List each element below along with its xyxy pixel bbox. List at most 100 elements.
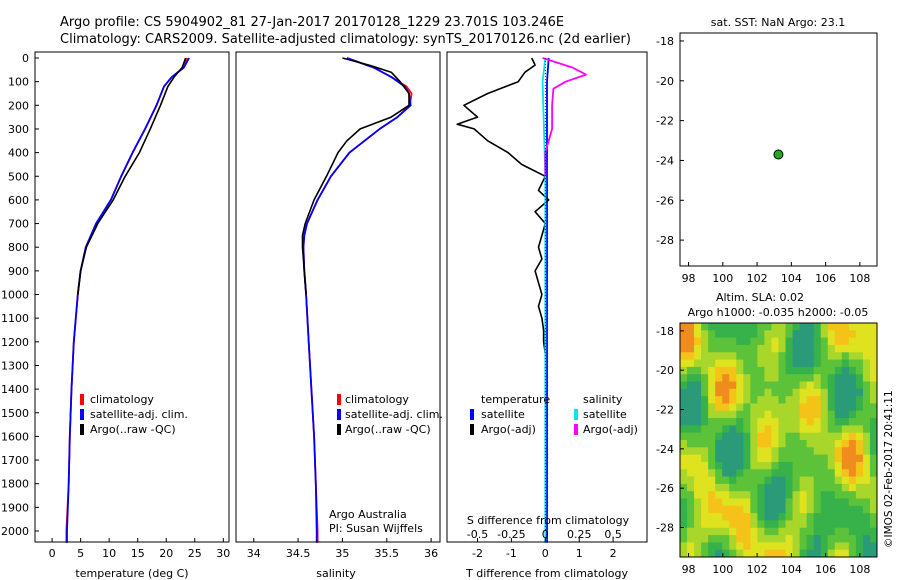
- heatmap-cell: [750, 461, 758, 470]
- heatmap-cell: [827, 374, 836, 382]
- heatmap-cell: [834, 323, 843, 331]
- heatmap-cell: [820, 447, 829, 456]
- heatmap-cell: [841, 366, 850, 375]
- heatmap-cell: [757, 476, 765, 485]
- heatmap-cell: [785, 513, 793, 521]
- heatmap-cell: [785, 432, 793, 441]
- x-tick-label: 35: [335, 547, 349, 560]
- heatmap-cell: [771, 476, 779, 485]
- heatmap-cell: [680, 418, 688, 426]
- heatmap-cell: [680, 498, 688, 507]
- heatmap-cell: [757, 440, 765, 448]
- legend-swatch-argo: [80, 424, 84, 435]
- heatmap-cell: [799, 476, 808, 485]
- heatmap-cell: [722, 549, 730, 558]
- salinity-axes-frame: [235, 51, 441, 543]
- map-y-tick-label: -22: [656, 115, 674, 128]
- heatmap-cell: [694, 344, 702, 353]
- heatmap-cell: [785, 374, 793, 382]
- heatmap-cell: [820, 330, 829, 339]
- heatmap-cell: [855, 469, 864, 477]
- heatmap-cell: [764, 461, 772, 470]
- pi-label: PI: Susan Wijffels: [329, 522, 423, 535]
- series-line-t-argo-adj: [456, 57, 550, 354]
- heatmap-cell: [687, 520, 695, 529]
- heatmap-cell: [715, 381, 723, 390]
- y-tick-label: 400: [8, 147, 29, 160]
- heatmap-cell: [820, 374, 829, 382]
- heatmap-cell: [841, 549, 850, 558]
- heatmap-cell: [750, 396, 758, 404]
- heatmap-cell: [785, 366, 793, 375]
- legend-swatch-satellite: [337, 409, 341, 420]
- heatmap-cell: [855, 396, 864, 404]
- heatmap-cell: [750, 418, 758, 426]
- heatmap-cell: [841, 469, 850, 477]
- heatmap-cell: [848, 374, 857, 382]
- heatmap-cell: [778, 491, 786, 499]
- heatmap-cell: [792, 432, 801, 441]
- heatmap-cell: [743, 447, 751, 456]
- heatmap-cell: [778, 323, 786, 331]
- heatmap-cell: [848, 323, 857, 331]
- heatmap-cell: [848, 418, 857, 426]
- heatmap-cell: [834, 388, 843, 397]
- heatmap-cell: [848, 440, 857, 448]
- heatmap-cell: [764, 344, 772, 353]
- heatmap-cell: [813, 476, 822, 485]
- heatmap-cell: [764, 381, 772, 390]
- legend-swatch-climatology: [80, 394, 84, 405]
- heatmap-cell: [799, 535, 808, 543]
- heatmap-cell: [757, 483, 765, 492]
- legend-swatch-satellite: [80, 409, 84, 420]
- heatmap-cell: [792, 505, 801, 514]
- heatmap-cell: [729, 374, 737, 382]
- heatmap-cell: [813, 418, 822, 426]
- s-tick-label: 0.5: [604, 528, 622, 541]
- s-tick-label: -0.5: [467, 528, 488, 541]
- heatmap-cell: [799, 359, 808, 368]
- legend-header-temperature: temperature: [481, 393, 550, 406]
- map-y-tick-label: -20: [656, 364, 674, 377]
- heatmap-cell: [792, 513, 801, 521]
- heatmap-cell: [848, 381, 857, 390]
- header-line-2: Climatology: CARS2009. Satellite-adjuste…: [60, 32, 631, 47]
- heatmap-cell: [694, 366, 702, 375]
- heatmap-cell: [834, 440, 843, 448]
- heatmap-cell: [680, 520, 688, 529]
- heatmap-cell: [743, 454, 751, 463]
- heatmap-cell: [862, 542, 871, 551]
- heatmap-cell: [862, 418, 871, 426]
- heatmap-cell: [694, 542, 702, 551]
- heatmap-cell: [848, 469, 857, 477]
- heatmap-cell: [792, 440, 801, 448]
- heatmap-cell: [834, 498, 843, 507]
- heatmap-cell: [827, 403, 836, 412]
- heatmap-cell: [799, 513, 808, 521]
- heatmap-cell: [869, 447, 878, 456]
- heatmap-cell: [820, 381, 829, 390]
- heatmap-cell: [848, 344, 857, 353]
- heatmap-cell: [792, 549, 801, 558]
- heatmap-cell: [729, 498, 737, 507]
- heatmap-cell: [799, 418, 808, 426]
- heatmap-cell: [799, 483, 808, 492]
- series-line-s-argo-adj: [542, 57, 587, 177]
- legend-label-argo: Argo(..raw -QC): [345, 423, 431, 436]
- heatmap-cell: [785, 410, 793, 419]
- map-y-tick-label: -22: [656, 404, 674, 417]
- heatmap-cell: [862, 403, 871, 412]
- heatmap-cell: [701, 491, 709, 499]
- heatmap-cell: [757, 461, 765, 470]
- heatmap-cell: [820, 542, 829, 551]
- heatmap-cell: [743, 330, 751, 339]
- heatmap-cell: [806, 396, 815, 404]
- heatmap-cell: [750, 491, 758, 499]
- heatmap-cell: [806, 425, 815, 434]
- heatmap-cell: [764, 323, 772, 331]
- heatmap-cell: [855, 542, 864, 551]
- heatmap-cell: [834, 505, 843, 514]
- heatmap-cell: [827, 461, 836, 470]
- heatmap-cell: [701, 520, 709, 529]
- heatmap-cell: [848, 447, 857, 456]
